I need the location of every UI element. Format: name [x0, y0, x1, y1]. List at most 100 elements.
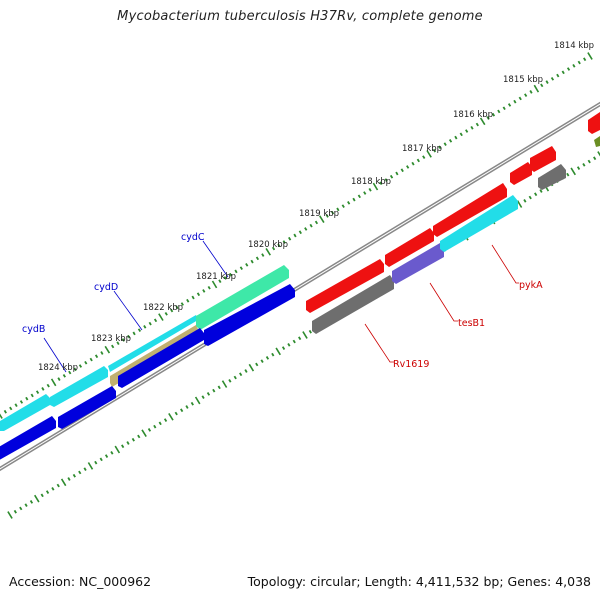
inner-tick: [275, 347, 281, 356]
outer-tick: [100, 351, 104, 355]
outer-tick: [432, 148, 437, 153]
inner-tick: [523, 199, 527, 203]
inner-tick: [13, 509, 17, 514]
inner-tick: [163, 418, 168, 422]
outer-tick: [153, 318, 158, 323]
outer-tick: [196, 292, 201, 297]
outer-tick: [41, 387, 45, 391]
outer-tick: [372, 182, 379, 191]
scale-label: 1815 kbp: [503, 75, 543, 85]
outer-tick: [587, 52, 593, 60]
inner-tick: [34, 494, 40, 503]
outer-tick: [293, 233, 297, 238]
inner-tick: [528, 195, 532, 200]
feature-Rv1619: [312, 275, 394, 334]
outer-tick: [250, 259, 254, 264]
genome-summary-text: Topology: circular; Length: 4,411,532 bp…: [247, 574, 591, 589]
outer-tick: [416, 158, 420, 163]
outer-tick: [57, 377, 61, 381]
inner-tick: [255, 362, 259, 367]
outer-tick: [389, 174, 394, 179]
outer-tick: [62, 374, 66, 378]
scale-label: 1814 kbp: [554, 41, 594, 51]
feature-blue-2: [58, 386, 116, 429]
outer-tick: [459, 132, 463, 137]
outer-tick: [202, 289, 206, 293]
inner-tick: [99, 457, 103, 462]
inner-tick: [137, 434, 141, 439]
inner-tick: [248, 363, 255, 372]
outer-tick: [556, 73, 560, 78]
outer-tick: [448, 139, 453, 143]
label-callouts: [43, 240, 519, 373]
scale-label: 1823 kbp: [91, 334, 131, 344]
inner-tick: [287, 343, 291, 347]
outer-tick: [518, 96, 522, 101]
inner-tick: [217, 385, 221, 390]
outer-tick: [384, 178, 388, 182]
outer-tick: [121, 338, 125, 342]
outer-tick: [35, 390, 40, 394]
inner-tick: [131, 437, 135, 442]
outer-tick: [265, 247, 271, 256]
outer-tick: [395, 171, 399, 176]
outer-tick: [529, 90, 533, 94]
gene-label-cydD: cydD: [94, 282, 118, 293]
inner-tick: [308, 329, 312, 334]
outer-tick: [368, 187, 372, 192]
outer-tick: [94, 354, 99, 359]
scale-label: 1819 kbp: [299, 209, 339, 219]
outer-tick: [352, 197, 356, 202]
inner-tick: [40, 493, 44, 498]
outer-tick: [524, 93, 528, 97]
feature-tesB1: [392, 243, 444, 284]
inner-tick: [265, 356, 270, 360]
outer-tick: [282, 240, 286, 244]
feature-blue-3: [118, 328, 204, 388]
outer-tick: [229, 272, 233, 277]
outer-tick: [148, 321, 152, 326]
outer-tick: [111, 344, 115, 349]
scale-labels: 1814 kbp 1815 kbp 1816 kbp 1817 kbp 1818…: [38, 41, 594, 373]
outer-tick: [186, 298, 190, 303]
outer-tick: [191, 295, 195, 300]
outer-tick: [50, 378, 57, 387]
outer-tick: [245, 263, 249, 267]
inner-tick: [94, 460, 98, 465]
outer-tick: [223, 276, 227, 280]
outer-tick: [566, 67, 571, 71]
outer-tick: [347, 201, 351, 205]
inner-tick: [180, 408, 184, 413]
scale-label: 1817 kbp: [402, 144, 442, 154]
inner-tick: [56, 483, 60, 488]
outer-tick: [583, 57, 587, 62]
inner-tick: [281, 346, 286, 350]
outer-tick: [545, 80, 549, 84]
outer-tick: [271, 246, 276, 251]
outer-tick: [507, 103, 512, 107]
outer-tick: [411, 161, 415, 166]
outer-tick: [400, 168, 404, 173]
inner-tick: [114, 445, 121, 454]
inner-tick: [271, 352, 275, 357]
inner-tick: [534, 192, 538, 197]
outer-tick: [486, 116, 490, 120]
outer-tick: [137, 328, 142, 332]
outer-tick: [314, 220, 319, 225]
outer-tick: [9, 406, 13, 411]
outer-tick: [341, 204, 345, 208]
scale-label: 1820 kbp: [248, 240, 288, 250]
inner-tick: [233, 375, 237, 380]
outer-tick: [127, 334, 131, 339]
outer-tick: [379, 181, 383, 186]
outer-tick: [426, 150, 432, 158]
callout-pykA: [491, 244, 519, 284]
genome-backbone-outer: [0, 101, 600, 472]
inner-tick: [174, 411, 178, 416]
outer-tick: [561, 70, 565, 75]
outer-tick: [491, 112, 496, 117]
outer-tick: [73, 367, 77, 372]
feature-cyd-cyan-mid: [50, 366, 108, 407]
outer-tick-ring: [0, 52, 593, 419]
